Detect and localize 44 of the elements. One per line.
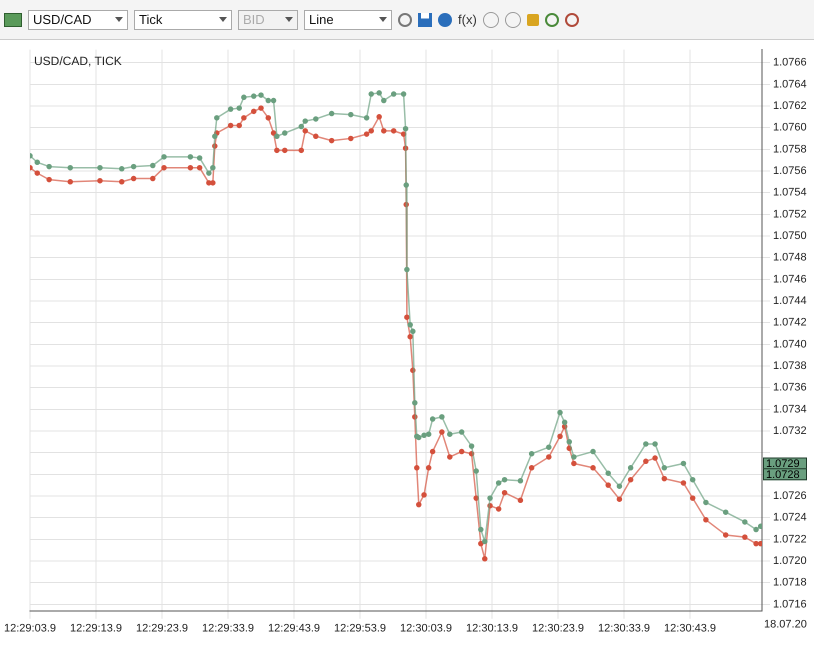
text: Line — [309, 12, 334, 27]
y-tick-label: 1.0742 — [773, 316, 807, 329]
y-tick-label: 1.0756 — [773, 164, 807, 177]
x-tick-label: 12:29:23.9 — [136, 622, 188, 634]
y-tick-label: 1.0722 — [773, 533, 807, 546]
text: f(x) — [458, 12, 477, 27]
y-tick-label: 1.0724 — [773, 512, 807, 524]
y-tick-label: 1.0762 — [773, 100, 807, 112]
y-tick-label: 1.0732 — [773, 424, 807, 437]
y-tick-label: 1.0764 — [773, 78, 807, 90]
text: 1.0729 — [766, 458, 800, 470]
x-tick-label: 12:29:43.9 — [268, 622, 320, 634]
y-tick-label: 1.0752 — [773, 208, 807, 220]
y-tick-label: 1.0754 — [773, 186, 807, 199]
text: Tick — [139, 12, 162, 27]
y-tick-label: 1.0758 — [773, 143, 807, 156]
y-tick-label: 1.0740 — [773, 338, 807, 350]
x-tick-label: 12:30:43.9 — [664, 622, 716, 634]
x-tick-label: 12:29:53.9 — [334, 622, 386, 634]
y-tick-label: 1.0766 — [773, 56, 807, 69]
chart-title: USD/CAD, TICK — [34, 54, 122, 68]
y-tick-label: 1.0744 — [773, 294, 807, 307]
y-tick-label: 1.0750 — [773, 230, 807, 242]
y-tick-label: 1.0746 — [773, 273, 807, 286]
text: 1.0728 — [766, 468, 800, 481]
y-tick-label: 1.0726 — [773, 490, 807, 502]
y-tick-label: 1.0734 — [773, 403, 807, 416]
x-tick-label: 12:29:03.9 — [4, 622, 56, 634]
text: USD/CAD — [33, 12, 92, 27]
y-tick-label: 1.0748 — [773, 252, 807, 264]
y-tick-label: 1.0720 — [773, 554, 807, 567]
x-tick-label: 12:29:13.9 — [70, 622, 122, 634]
x-tick-label: 12:30:33.9 — [598, 622, 650, 634]
y-tick-label: 1.0736 — [773, 382, 807, 394]
text: BID — [243, 12, 265, 27]
x-tick-label: 12:30:13.9 — [466, 622, 518, 634]
x-tick-label: 12:29:33.9 — [202, 622, 254, 634]
y-tick-label: 1.0738 — [773, 360, 807, 372]
y-tick-label: 1.0760 — [773, 122, 807, 134]
y-tick-label: 1.0718 — [773, 576, 807, 589]
text: 18.07.20 — [764, 618, 807, 630]
y-tick-label: 1.0716 — [773, 598, 807, 610]
x-tick-label: 12:30:03.9 — [400, 622, 452, 634]
x-tick-label: 12:30:23.9 — [532, 622, 584, 634]
